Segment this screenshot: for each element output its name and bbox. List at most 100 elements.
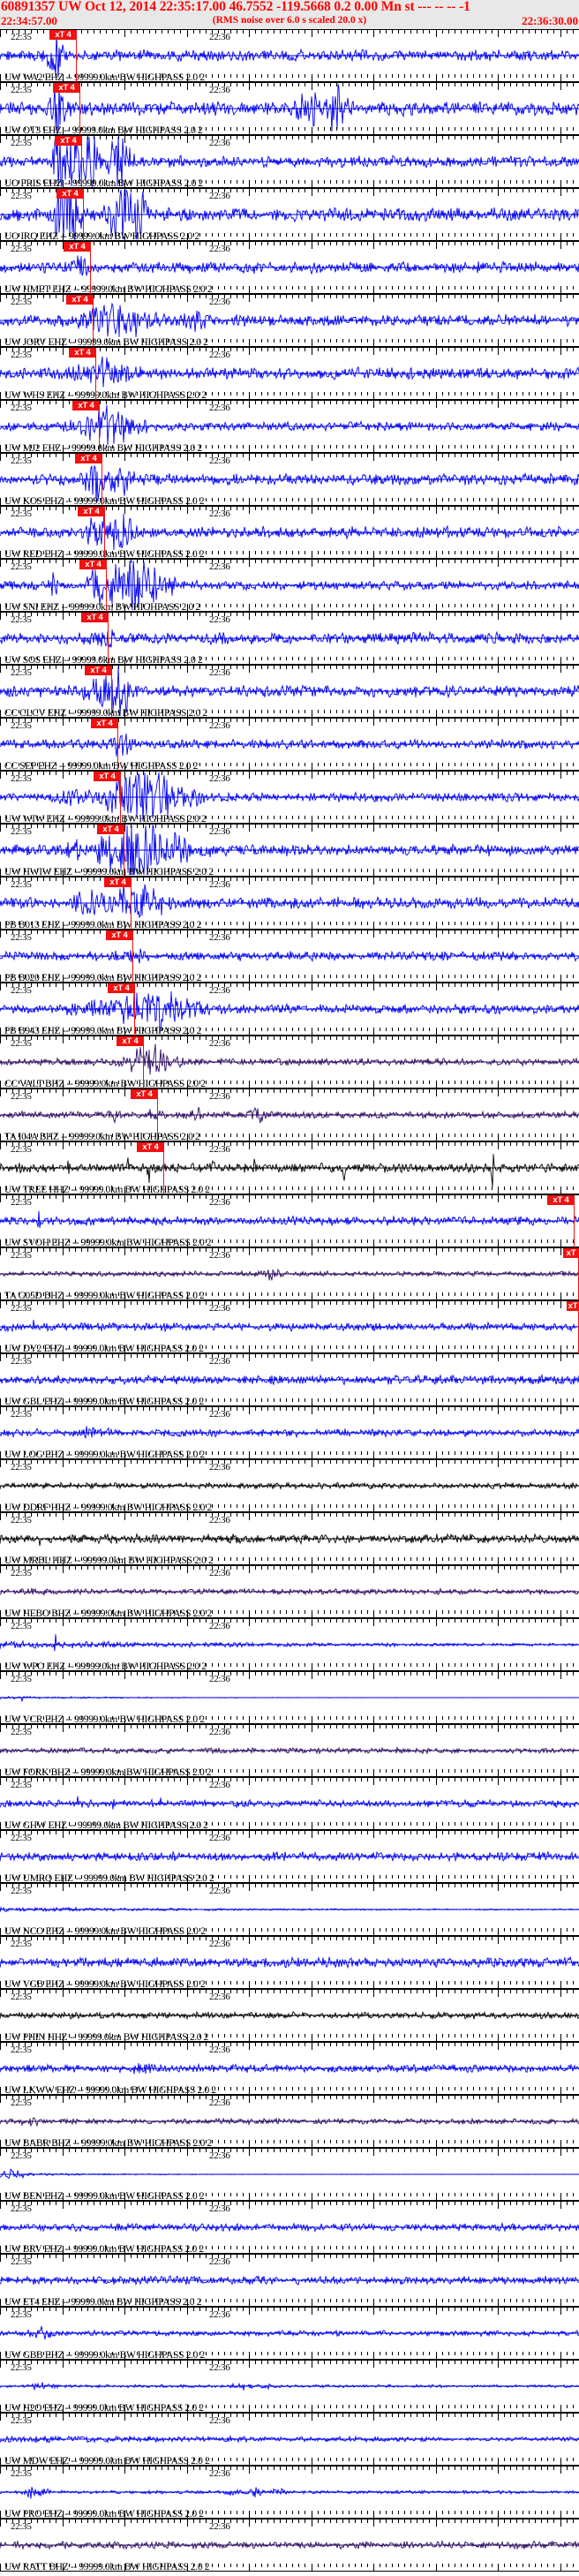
trace-row[interactable]: 22:35 22:36 xT 4 UO IRQ EHZ -- 99999.0km BW… bbox=[0, 188, 579, 241]
scale-badge[interactable]: xT 4 bbox=[563, 1248, 579, 1268]
scale-badge[interactable]: xT 4 bbox=[69, 348, 96, 358]
trace-bottom-rule bbox=[0, 982, 579, 983]
channel-label: CC VALT BHZ -- 99999.0km BW HIGHPASS 2.0… bbox=[4, 1079, 206, 1088]
scale-badge[interactable]: xT 4 bbox=[108, 983, 135, 993]
trace-row[interactable]: 22:35 22:36 UW H2O EHZ -- 99999.0km BW HIG… bbox=[0, 2360, 579, 2413]
trace-bottom-rule bbox=[0, 876, 579, 877]
scale-badge[interactable]: xT 4 bbox=[97, 825, 124, 834]
trace-top-rule bbox=[0, 2519, 579, 2520]
time-label-right: 22:36 bbox=[209, 403, 230, 413]
scale-badge[interactable]: xT 4 bbox=[104, 877, 132, 887]
scale-badge[interactable]: xT 4 bbox=[64, 242, 91, 252]
trace-row[interactable]: 22:35 22:36 xT 4 UW MJ2 EHZ -- 99999.0km BW… bbox=[0, 400, 579, 453]
scale-badge[interactable]: xT 4 bbox=[49, 30, 77, 40]
trace-row[interactable]: 22:35 22:36 UW VGB EHZ -- 99999.0km BW HIG… bbox=[0, 1936, 579, 1989]
channel-label: UW HEBO BHZ -- 99999.0km BW HIGHPASS 2.0… bbox=[4, 1608, 212, 1618]
trace-row[interactable]: 22:35 22:36 xT 4 PB B943 EHZ -- 99999.0km B… bbox=[0, 983, 579, 1036]
trace-row[interactable]: 22:35 22:36 UW WPO EHZ -- 99999.0km BW HIG… bbox=[0, 1618, 579, 1671]
trace-row[interactable]: 22:35 22:36 xT 4 TA G05D BHZ -- 99999.0km B… bbox=[0, 1247, 579, 1300]
trace-row[interactable]: 22:35 22:36 UW UMRQ EHZ -- 99999.0km BW HI… bbox=[0, 1830, 579, 1883]
trace-bottom-rule bbox=[0, 240, 579, 241]
time-label-left: 22:35 bbox=[11, 1144, 32, 1155]
trace-row[interactable]: 22:35 22:36 xT 4 UW WHS EHZ -- 99999.0km BW… bbox=[0, 347, 579, 400]
trace-row[interactable]: 22:35 22:36 UW HEBO BHZ -- 99999.0km BW HI… bbox=[0, 1565, 579, 1618]
scale-badge[interactable]: xT 4 bbox=[56, 189, 84, 199]
trace-row[interactable]: 22:35 22:36 UW MDW EHZ -- 99999.0km BW HIG… bbox=[0, 2413, 579, 2466]
trace-top-rule bbox=[0, 1353, 579, 1354]
trace-row[interactable]: 22:35 22:36 xT 4 UW HWIW EHZ -- 99999.0km B… bbox=[0, 824, 579, 877]
trace-row[interactable]: 22:35 22:36 UW BRV EHZ -- 99999.0km BW HIG… bbox=[0, 2201, 579, 2254]
time-label-left: 22:35 bbox=[11, 773, 32, 784]
trace-row[interactable]: 22:35 22:36 UW NCO EHZ -- 99999.0km BW HIG… bbox=[0, 1883, 579, 1936]
trace-row[interactable]: 22:35 22:36 UW BABR BHZ -- 99999.0km BW HI… bbox=[0, 2095, 579, 2148]
trace-row[interactable]: 22:35 22:36 xT 4 UW KOS EHZ -- 99999.0km BW… bbox=[0, 453, 579, 506]
scale-badge[interactable]: xT 4 bbox=[55, 136, 82, 146]
trace-row[interactable]: 22:35 22:36 UW PRO EHZ -- 99999.0km BW HIG… bbox=[0, 2466, 579, 2519]
scale-badge[interactable]: xT 4 bbox=[85, 666, 112, 675]
trace-row[interactable]: 22:35 22:36 UW ET4 EHZ -- 99999.0km BW HIG… bbox=[0, 2254, 579, 2307]
time-axis-ticks bbox=[0, 2096, 579, 2103]
trace-row[interactable]: 22:35 22:36 UW BEN EHZ -- 99999.0km BW HIG… bbox=[0, 2148, 579, 2201]
trace-row[interactable]: 22:35 22:36 UW DDRF HHZ -- 99999.0km BW HI… bbox=[0, 1459, 579, 1512]
scale-badge[interactable]: xT 4 bbox=[79, 560, 107, 569]
scale-badge[interactable]: xT 4 bbox=[117, 1036, 144, 1046]
trace-row[interactable]: 22:35 22:36 xT 4 CC SEP EHZ -- 99999.0km BW… bbox=[0, 718, 579, 771]
trace-row[interactable]: 22:35 22:36 UW FORK BHZ -- 99999.0km BW HI… bbox=[0, 1724, 579, 1777]
trace-row[interactable]: 22:35 22:36 UW VCR EHZ -- 99999.0km BW HIG… bbox=[0, 1671, 579, 1724]
scale-badge[interactable]: xT 4 bbox=[106, 930, 133, 940]
scale-badge[interactable]: xT 4 bbox=[75, 454, 102, 463]
trace-row[interactable]: 22:35 22:36 xT 4 UW SOS EHZ -- 99999.0km BW… bbox=[0, 612, 579, 665]
scale-badge[interactable]: xT 4 bbox=[94, 772, 121, 781]
time-axis-ticks bbox=[0, 1769, 579, 1776]
trace-row[interactable]: 22:35 22:36 xT 4 UW TREE HHZ -- 99999.0km B… bbox=[0, 1141, 579, 1194]
waveform bbox=[0, 1533, 579, 1547]
trace-row[interactable]: 22:35 22:36 xT 4 UW DY2 EHZ -- 99999.0km BW… bbox=[0, 1300, 579, 1353]
scale-badge[interactable]: xT 4 bbox=[131, 1089, 158, 1099]
trace-row[interactable]: 22:35 22:36 xT 4 UW WA2 EHZ -- 99999.0km BW… bbox=[0, 29, 579, 82]
trace-top-rule bbox=[0, 1300, 579, 1301]
scale-badge[interactable]: xT 4 bbox=[567, 1301, 579, 1321]
trace-row[interactable]: 22:35 22:36 xT 4 UW HMET EHZ -- 99999.0km B… bbox=[0, 241, 579, 294]
trace-row[interactable]: 22:35 22:36 xT 4 PB B020 EHZ -- 99999.0km B… bbox=[0, 930, 579, 983]
trace-bottom-rule bbox=[0, 1352, 579, 1353]
scale-badge[interactable]: xT 4 bbox=[66, 295, 94, 305]
time-label-right: 22:36 bbox=[209, 2203, 230, 2214]
trace-row[interactable]: 22:35 22:36 xT 4 UW SVOH EHZ -- 99999.0km B… bbox=[0, 1194, 579, 1247]
time-axis-ticks bbox=[0, 1398, 579, 1405]
time-label-right: 22:36 bbox=[209, 1515, 230, 1525]
scale-badge[interactable]: xT 4 bbox=[91, 719, 118, 728]
scale-badge[interactable]: xT 4 bbox=[72, 401, 100, 411]
time-axis-ticks bbox=[0, 816, 579, 823]
trace-row[interactable]: 22:35 22:36 xT 4 UW OT3 EHZ -- 99999.0km BW… bbox=[0, 82, 579, 135]
trace-row[interactable]: 22:35 22:36 xT 4 UO FRIS EHZ -- 99999.0km B… bbox=[0, 135, 579, 188]
trace-row[interactable]: 22:35 22:36 UW LKWW EHZ -- 99999.0km BW HI… bbox=[0, 2042, 579, 2095]
trace-bottom-rule bbox=[0, 505, 579, 506]
trace-row[interactable]: 22:35 22:36 UW RATT BHZ -- 99999.0km BW HI… bbox=[0, 2519, 579, 2572]
trace-bottom-rule bbox=[0, 2306, 579, 2307]
trace-row[interactable]: 22:35 22:36 UW GBB EHZ -- 99999.0km BW HIG… bbox=[0, 2307, 579, 2360]
trace-bottom-rule bbox=[0, 1617, 579, 1618]
trace-row[interactable]: 22:35 22:36 UW MRBL HHZ -- 99999.0km BW HI… bbox=[0, 1512, 579, 1565]
time-label-right: 22:36 bbox=[209, 1568, 230, 1578]
trace-row[interactable]: 22:35 22:36 xT 4 UW WIW EHZ -- 99999.0km BW… bbox=[0, 771, 579, 824]
trace-row[interactable]: 22:35 22:36 xT 4 PB B013 EHZ -- 99999.0km B… bbox=[0, 877, 579, 930]
channel-label: UW MJ2 EHZ -- 99999.0km BW HIGHPASS 2.0 … bbox=[4, 443, 202, 453]
trace-row[interactable]: 22:35 22:36 xT 4 UW SNI EHZ -- 99999.0km BW… bbox=[0, 559, 579, 612]
scale-badge[interactable]: xT 4 bbox=[137, 1142, 164, 1152]
scale-badge[interactable]: xT 4 bbox=[81, 613, 109, 622]
trace-row[interactable]: 22:35 22:36 xT 4 TA I04A BHZ -- 99999.0km B… bbox=[0, 1088, 579, 1141]
time-label-right: 22:36 bbox=[209, 561, 230, 572]
trace-row[interactable]: 22:35 22:36 UW LOG EHZ -- 99999.0km BW HIG… bbox=[0, 1406, 579, 1459]
trace-row[interactable]: 22:35 22:36 UW GBL EHZ -- 99999.0km BW HIG… bbox=[0, 1353, 579, 1406]
scale-badge[interactable]: xT 4 bbox=[78, 507, 105, 516]
waveform bbox=[0, 1154, 579, 1187]
scale-badge[interactable]: xT 4 bbox=[547, 1195, 575, 1205]
time-axis-ticks bbox=[0, 710, 579, 717]
scale-badge[interactable]: xT 4 bbox=[53, 83, 80, 93]
trace-row[interactable]: 22:35 22:36 xT 4 CC VALT BHZ -- 99999.0km B… bbox=[0, 1036, 579, 1088]
